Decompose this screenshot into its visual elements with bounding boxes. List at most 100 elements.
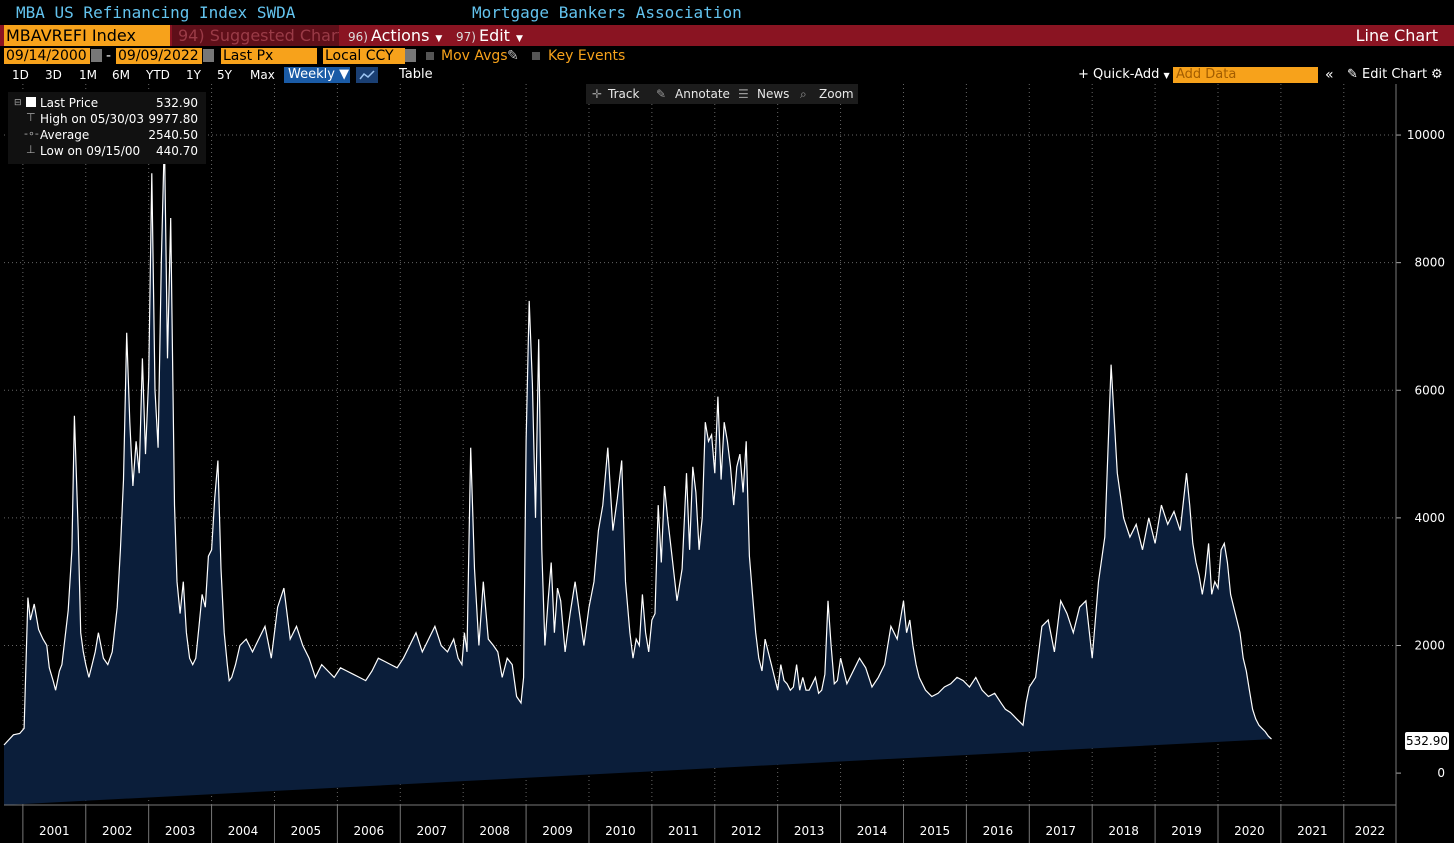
- plus-icon: +: [1078, 67, 1089, 82]
- currency-select[interactable]: Local CCY: [323, 48, 405, 64]
- x-tick-label: 2017: [1045, 824, 1076, 838]
- high-marker-icon: ⊤: [26, 111, 36, 124]
- edit-button[interactable]: 97) Edit ▼: [456, 25, 523, 46]
- y-tick-label: 4000: [1414, 511, 1445, 525]
- x-tick-label: 2022: [1355, 824, 1386, 838]
- zoom-button[interactable]: Zoom: [819, 87, 854, 101]
- y-tick-label: 10000: [1407, 128, 1445, 142]
- x-tick-label: 2004: [228, 824, 259, 838]
- x-tick-label: 2015: [920, 824, 951, 838]
- mov-avgs-checkbox[interactable]: [426, 52, 434, 60]
- edit-num: 97): [456, 30, 476, 44]
- x-tick-label: 2001: [39, 824, 70, 838]
- last-value-tag: 532.90: [1405, 732, 1449, 750]
- period-6m[interactable]: 6M: [112, 68, 130, 82]
- key-events-checkbox[interactable]: [532, 52, 540, 60]
- legend-box: ⊟ Last Price 532.90 ⊤ High on 05/30/03 9…: [8, 92, 206, 164]
- calendar-icon[interactable]: [203, 49, 214, 62]
- x-tick-label: 2011: [668, 824, 699, 838]
- date-separator: -: [106, 48, 112, 64]
- chevron-down-icon[interactable]: [405, 49, 416, 62]
- crosshair-icon: ✛: [592, 87, 603, 101]
- legend-last-value: 532.90: [156, 96, 198, 110]
- track-button[interactable]: Track: [608, 87, 640, 101]
- pencil-icon[interactable]: ✎: [507, 48, 519, 64]
- x-tick-label: 2006: [354, 824, 385, 838]
- x-tick-label: 2021: [1297, 824, 1328, 838]
- frequency-select[interactable]: Weekly ▼: [284, 67, 350, 83]
- x-tick-label: 2008: [479, 824, 510, 838]
- y-tick-label: 2000: [1414, 638, 1445, 652]
- calendar-icon[interactable]: [91, 49, 102, 62]
- x-tick-label: 2003: [165, 824, 196, 838]
- end-date-input[interactable]: 09/09/2022: [116, 48, 202, 64]
- legend-low-value: 440.70: [156, 144, 198, 158]
- zoom-icon: ⌕: [800, 87, 807, 101]
- y-tick-label: 8000: [1414, 256, 1445, 270]
- period-1y[interactable]: 1Y: [186, 68, 201, 82]
- line-chart-icon-graphic: [359, 70, 375, 80]
- suggested-charts-num: 94): [178, 26, 205, 45]
- y-tick-label: 0: [1437, 766, 1445, 780]
- x-tick-label: 2019: [1171, 824, 1202, 838]
- add-data-input[interactable]: Add Data: [1173, 67, 1318, 83]
- actions-button[interactable]: 96) Actions ▼: [348, 25, 442, 46]
- period-1d[interactable]: 1D: [12, 68, 29, 82]
- start-date-input[interactable]: 09/14/2000: [4, 48, 90, 64]
- security-title: MBA US Refinancing Index SWDA: [16, 3, 296, 22]
- period-1m[interactable]: 1M: [79, 68, 97, 82]
- period-bar: 1D 3D 1M 6M YTD 1Y 5Y Max Weekly ▼ Table…: [0, 66, 1454, 84]
- options-bar: 09/14/2000 - 09/09/2022 Last Px Local CC…: [0, 47, 1454, 65]
- chevron-down-icon: ▼: [339, 67, 350, 82]
- x-tick-label: 2007: [416, 824, 447, 838]
- average-marker-icon: -∘-: [24, 127, 39, 140]
- period-3d[interactable]: 3D: [45, 68, 62, 82]
- title-bar: MBA US Refinancing Index SWDA Mortgage B…: [0, 0, 1454, 24]
- legend-avg-value: 2540.50: [148, 128, 198, 142]
- suggested-charts-label: Suggested Charts: [209, 26, 339, 45]
- period-max[interactable]: Max: [250, 68, 275, 82]
- legend-last-label: Last Price: [40, 96, 99, 110]
- collapse-icon[interactable]: «: [1325, 67, 1334, 83]
- annotate-button[interactable]: Annotate: [675, 87, 730, 101]
- table-button[interactable]: Table: [399, 67, 433, 82]
- ticker-field[interactable]: MBAVREFI Index: [4, 25, 170, 46]
- chart-tools-bar: ✛ Track ✎ Annotate ☰ News ⌕ Zoom: [586, 84, 858, 104]
- chart-type-label: Line Chart: [1355, 26, 1438, 45]
- edit-chart-button[interactable]: ✎ Edit Chart: [1347, 67, 1427, 83]
- x-tick-label: 2010: [605, 824, 636, 838]
- y-tick-label: 6000: [1414, 383, 1445, 397]
- period-ytd[interactable]: YTD: [146, 68, 170, 82]
- key-events-label: Key Events: [548, 48, 626, 64]
- collapse-icon[interactable]: ⊟: [14, 98, 22, 108]
- chevron-down-icon: ▼: [1163, 71, 1170, 80]
- period-5y[interactable]: 5Y: [217, 68, 232, 82]
- actions-label: Actions: [370, 26, 430, 45]
- x-tick-label: 2018: [1108, 824, 1139, 838]
- price-area-fill: [4, 136, 1272, 805]
- y-axis: 0 2000 4000 6000 8000 10000: [1395, 84, 1445, 843]
- x-tick-label: 2014: [857, 824, 888, 838]
- source-title: Mortgage Bankers Association: [472, 3, 742, 22]
- x-tick-label: 2012: [731, 824, 762, 838]
- mov-avgs-label: Mov Avgs: [441, 48, 508, 64]
- command-bar: MBAVREFI Index 94) Suggested Charts 96) A…: [0, 25, 1454, 46]
- x-tick-label: 2005: [291, 824, 322, 838]
- x-axis: 2001 2002 2003 2004 2005 2006 2007 2008 2009 2010…: [22, 805, 1386, 843]
- quick-add-button[interactable]: + Quick-Add ▼: [1078, 67, 1170, 84]
- news-button[interactable]: News: [757, 87, 790, 101]
- chevron-down-icon: ▼: [435, 34, 443, 44]
- edit-chart-label: Edit Chart: [1362, 67, 1428, 82]
- low-marker-icon: ⊥: [26, 143, 36, 156]
- legend-avg-label: Average: [40, 128, 90, 142]
- edit-label: Edit: [478, 26, 510, 45]
- line-chart-icon[interactable]: [356, 67, 378, 83]
- frequency-label: Weekly: [288, 67, 335, 82]
- suggested-charts-button[interactable]: 94) Suggested Charts: [172, 25, 339, 46]
- x-tick-label: 2020: [1234, 824, 1265, 838]
- field-select[interactable]: Last Px: [221, 48, 317, 64]
- last-price-swatch: [26, 97, 36, 107]
- price-series-line: [3, 136, 1272, 746]
- gear-icon[interactable]: ⚙: [1431, 67, 1443, 82]
